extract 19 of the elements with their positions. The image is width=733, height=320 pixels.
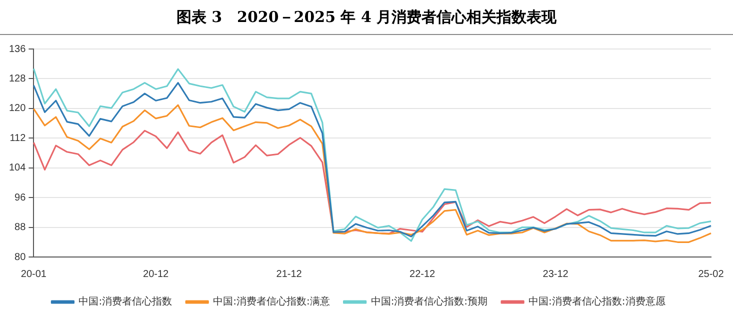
y-tick-label: 104: [8, 162, 26, 174]
x-tick-label: 22-12: [410, 268, 436, 280]
x-tick-label: 21-12: [276, 268, 302, 280]
y-tick-label: 88: [14, 222, 26, 234]
y-tick-label: 112: [10, 132, 26, 144]
legend-label: 中国:消费者信心指数: [78, 296, 172, 308]
legend-label: 中国:消费者信心指数:消费意愿: [528, 296, 666, 308]
y-tick-label: 96: [14, 192, 26, 204]
y-tick-label: 120: [8, 103, 26, 114]
y-tick-label: 80: [14, 252, 26, 263]
x-tick-label: 20-01: [20, 268, 47, 280]
x-tick-label: 20-12: [143, 268, 170, 280]
chart-title: 图表 3 2020－2025 年 4 月消费者信心相关指数表现: [0, 0, 733, 35]
y-tick-label: 136: [8, 44, 26, 55]
legend-label: 中国:消费者信心指数:满意: [213, 296, 330, 308]
x-tick-label: 25-02: [698, 268, 724, 280]
y-tick-label: 128: [8, 73, 26, 84]
x-tick-label: 23-12: [542, 268, 569, 280]
legend-label: 中国:消费者信心指数:预期: [370, 296, 488, 308]
